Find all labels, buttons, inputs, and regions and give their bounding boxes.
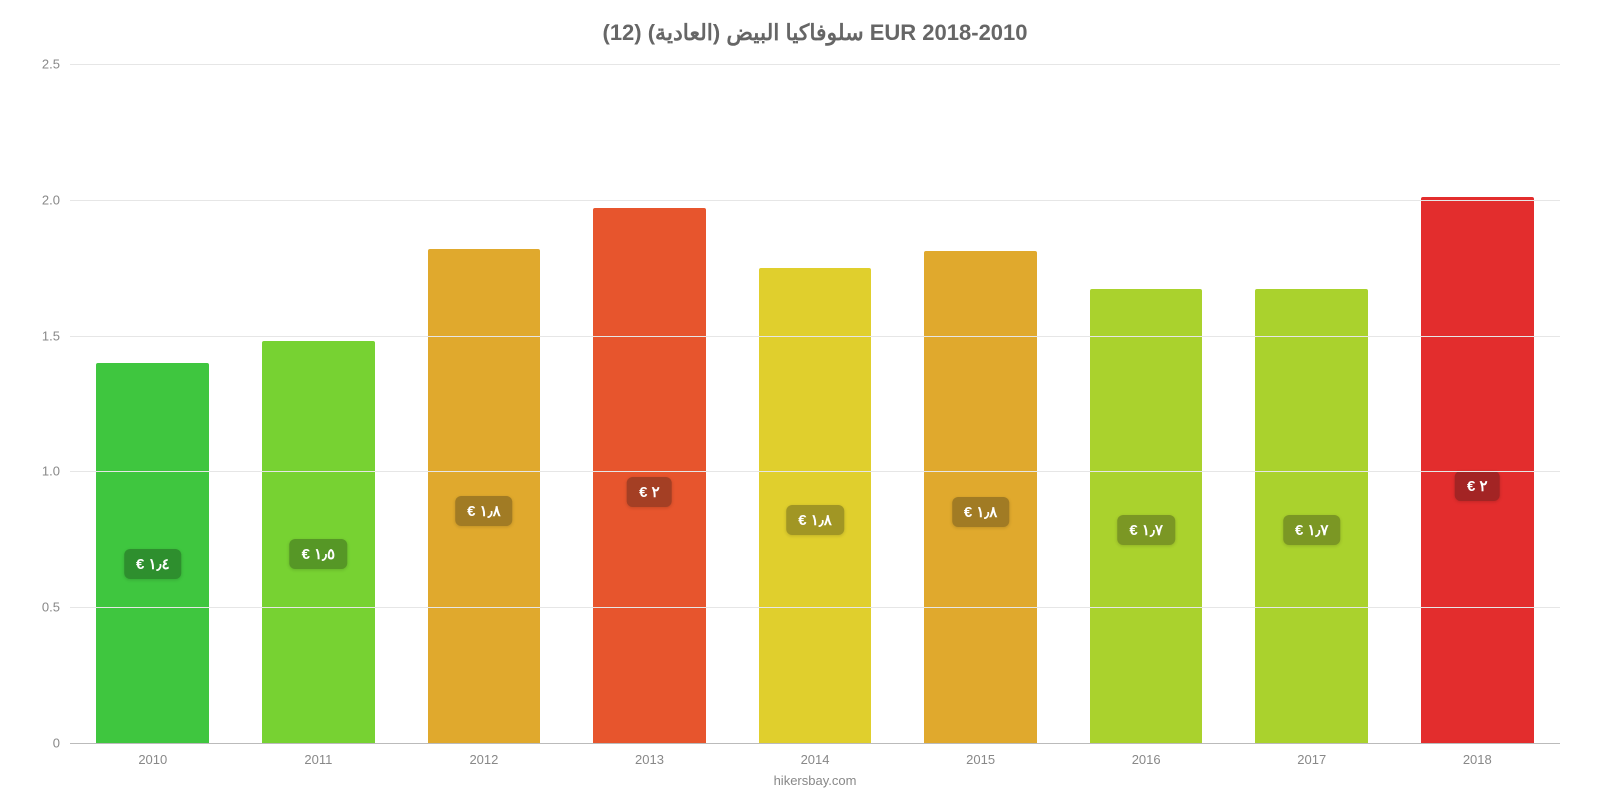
- y-tick-label: 1.5: [42, 328, 70, 343]
- bar-value-label: ١٫٥ €: [290, 539, 348, 569]
- x-tick-label: 2015: [898, 752, 1064, 767]
- bar: ٢ €: [1421, 197, 1534, 743]
- bar-value-label: ١٫٨ €: [952, 497, 1010, 527]
- bar-slot: ١٫٨ €: [401, 64, 567, 743]
- x-axis-labels: 201020112012201320142015201620172018: [70, 752, 1560, 767]
- bar-value-label: ١٫٧ €: [1117, 515, 1175, 545]
- y-tick-label: 1.0: [42, 464, 70, 479]
- x-tick-label: 2011: [236, 752, 402, 767]
- bar: ١٫٤ €: [96, 363, 209, 743]
- bar-slot: ١٫٥ €: [236, 64, 402, 743]
- bar-value-label: ٢ €: [627, 477, 672, 507]
- bar: ١٫٨ €: [924, 251, 1037, 743]
- chart-title: سلوفاكيا البيض (العادية) (12) EUR 2018-2…: [70, 20, 1560, 46]
- bar-slot: ١٫٨ €: [898, 64, 1064, 743]
- gridline: [70, 200, 1560, 201]
- x-tick-label: 2010: [70, 752, 236, 767]
- bar-slot: ١٫٧ €: [1229, 64, 1395, 743]
- bar-slot: ١٫٤ €: [70, 64, 236, 743]
- x-tick-label: 2017: [1229, 752, 1395, 767]
- y-tick-label: 0.5: [42, 600, 70, 615]
- bar: ١٫٨ €: [759, 268, 872, 743]
- x-tick-label: 2014: [732, 752, 898, 767]
- bar-slot: ١٫٧ €: [1063, 64, 1229, 743]
- bar-value-label: ١٫٤ €: [124, 549, 182, 579]
- x-tick-label: 2016: [1063, 752, 1229, 767]
- bar-value-label: ١٫٨ €: [786, 505, 844, 535]
- bar-chart: سلوفاكيا البيض (العادية) (12) EUR 2018-2…: [0, 0, 1600, 800]
- bar-value-label: ٢ €: [1455, 471, 1500, 501]
- y-tick-label: 2.0: [42, 192, 70, 207]
- y-tick-label: 2.5: [42, 57, 70, 72]
- bar-slot: ١٫٨ €: [732, 64, 898, 743]
- bar: ١٫٨ €: [428, 249, 541, 743]
- attribution-text: hikersbay.com: [70, 773, 1560, 788]
- x-tick-label: 2012: [401, 752, 567, 767]
- bar-slot: ٢ €: [1395, 64, 1561, 743]
- bar: ١٫٥ €: [262, 341, 375, 743]
- bar-value-label: ١٫٧ €: [1283, 515, 1341, 545]
- plot-area: ١٫٤ € ١٫٥ € ١٫٨ € ٢ € ١٫٨ € ١٫٨ € ١٫٧ € ١٫٧ € ٢ …: [70, 64, 1560, 744]
- bar: ١٫٧ €: [1255, 289, 1368, 743]
- bar: ١٫٧ €: [1090, 289, 1203, 743]
- y-tick-label: 0: [53, 736, 70, 751]
- gridline: [70, 607, 1560, 608]
- gridline: [70, 64, 1560, 65]
- bar-value-label: ١٫٨ €: [455, 496, 513, 526]
- gridline: [70, 471, 1560, 472]
- x-tick-label: 2013: [567, 752, 733, 767]
- bars-container: ١٫٤ € ١٫٥ € ١٫٨ € ٢ € ١٫٨ € ١٫٨ € ١٫٧ € ١٫٧ € ٢ …: [70, 64, 1560, 743]
- x-tick-label: 2018: [1395, 752, 1561, 767]
- gridline: [70, 336, 1560, 337]
- bar: ٢ €: [593, 208, 706, 743]
- bar-slot: ٢ €: [567, 64, 733, 743]
